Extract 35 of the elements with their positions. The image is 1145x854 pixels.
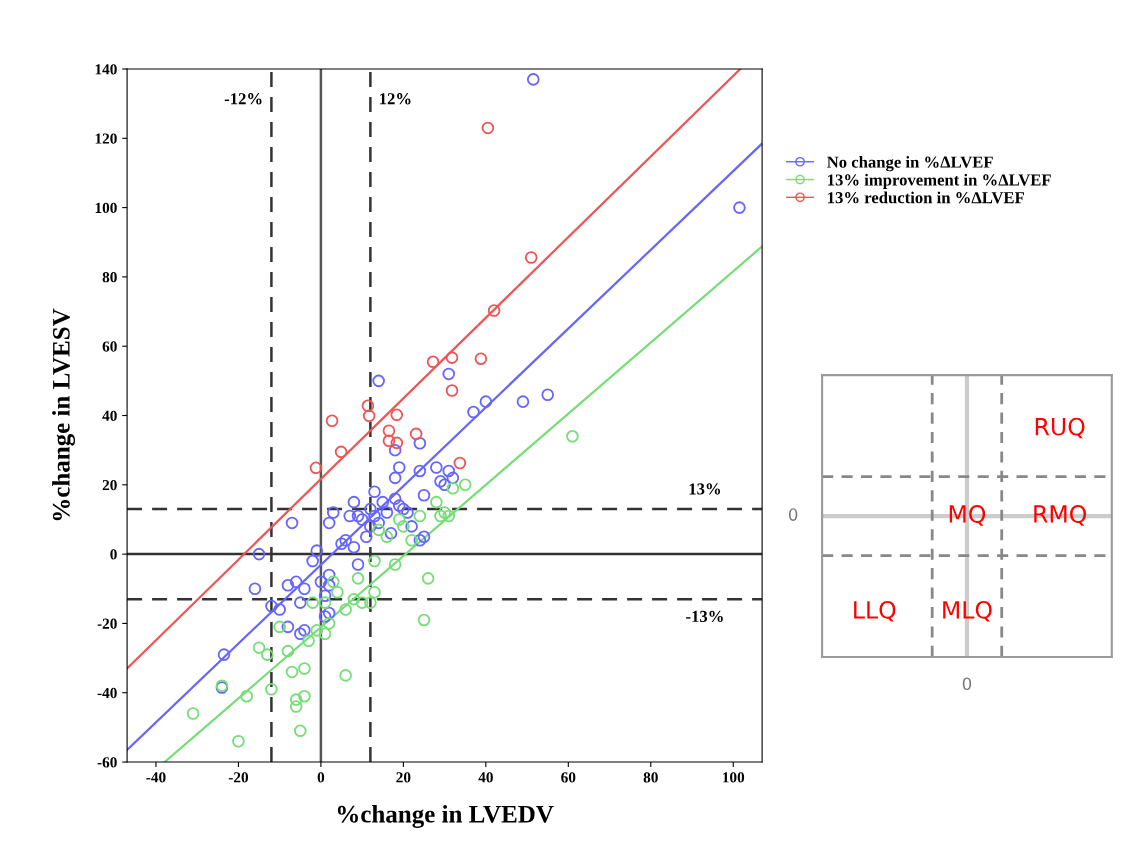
text: 0 [962,677,972,690]
y-tick-label: 60 [102,341,117,352]
ref-line-label: 12% [380,93,411,105]
legend-label: 13% improvement in %ΔLVEF [828,173,1051,189]
x-tick-label: -40 [146,772,166,783]
x-tick-label: 60 [561,772,576,783]
text: RMQ [1034,505,1086,526]
y-tick-label: 20 [102,479,117,491]
y-tick-label: 40 [102,410,117,421]
x-tick-label: 20 [396,772,411,783]
y-tick-label: 140 [95,64,117,75]
y-tick-label: 0 [110,549,117,560]
legend-label: 13% reduction in %ΔLVEF [828,191,1024,204]
x-tick-label: 80 [643,772,658,783]
text: MQ [949,505,986,526]
x-tick-label: 0 [317,772,325,783]
y-tick-label: -40 [97,687,117,699]
x-tick-label: -20 [228,772,249,783]
legend-label: No change in %ΔLVEF [827,156,993,172]
y-tick-label: -20 [97,618,117,629]
y-tick-label: 80 [102,272,117,283]
y-tick-label: 100 [95,202,117,214]
text: MLQ [943,600,992,622]
text: RUQ [1035,417,1085,439]
y-axis-title: %change in LVESV [52,308,76,521]
ref-line-label: -13% [686,610,723,623]
x-tick-label: 100 [723,772,745,783]
text: 0 [788,508,798,521]
ref-line-label: -12% [224,93,262,105]
x-axis-title: %change in LVEDV [337,805,554,828]
y-tick-label: -60 [97,757,117,768]
ref-line-label: 13% [689,483,721,495]
x-tick-label: 40 [478,772,493,783]
y-tick-label: 120 [95,133,117,144]
text: LLQ [854,600,896,622]
